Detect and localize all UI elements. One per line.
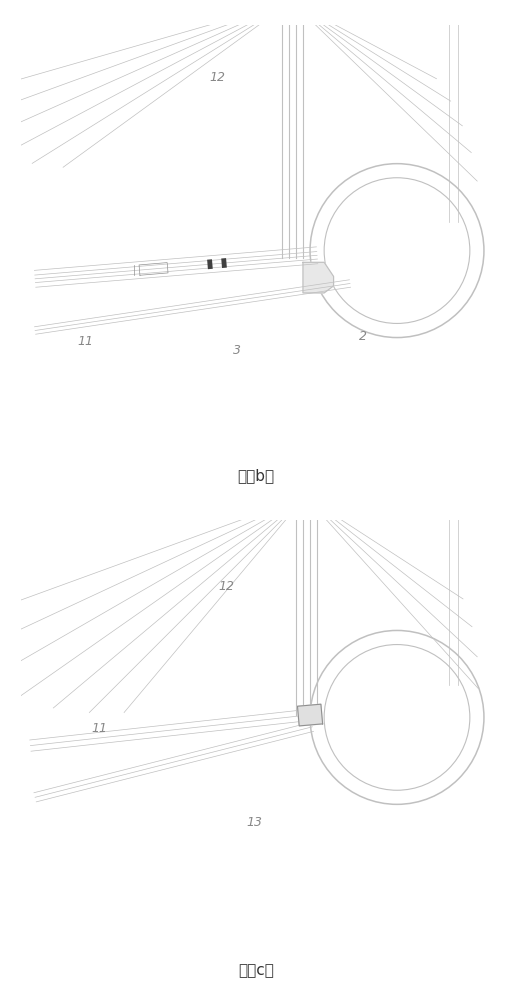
Text: 11: 11 xyxy=(77,335,93,348)
Text: 3: 3 xyxy=(232,344,241,357)
Text: 12: 12 xyxy=(209,71,225,84)
Text: 12: 12 xyxy=(219,580,234,593)
Text: 11: 11 xyxy=(92,722,108,734)
Text: 图（c）: 图（c） xyxy=(238,963,274,978)
Polygon shape xyxy=(303,262,333,293)
Text: 2: 2 xyxy=(359,330,368,343)
Text: 图（b）: 图（b） xyxy=(238,468,274,483)
Text: 13: 13 xyxy=(247,816,263,828)
Polygon shape xyxy=(297,704,323,726)
